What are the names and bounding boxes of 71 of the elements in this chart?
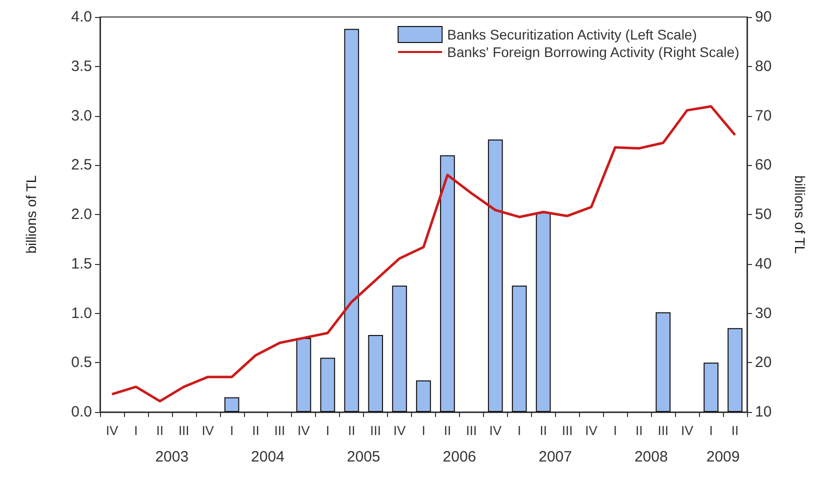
text: 2005 [346,448,380,466]
x-tick-label: IV [489,423,502,438]
y2-tick-label: 50 [755,206,772,223]
bar [488,139,503,412]
text: 2008 [634,448,668,466]
x-tick-label: II [348,423,356,438]
y-tick-label: 1.0 [71,304,92,322]
x-tick-label: III [178,423,190,438]
x-tick-label: II [636,423,643,438]
x-tick-label: III [274,423,286,438]
y2-tick-label: 20 [755,354,772,372]
y2-tick-label: 90 [755,8,772,26]
x-tick-label: I [613,423,618,438]
x-tick-label: I [422,423,426,438]
x-tick-label: I [230,423,234,438]
bar [728,328,742,412]
bar [536,212,551,412]
y-axis-title: billions of TL [23,175,39,254]
y-tick-label: 2.0 [71,206,92,223]
x-tick-label: II [444,423,452,438]
bar [296,338,312,412]
y2-tick-label: 40 [755,255,772,272]
y2-axis-title: billions of TL [792,175,808,254]
text: 2004 [251,448,284,466]
y-tick-label: 3.0 [71,107,92,124]
y-tick-label: 2.5 [71,156,92,174]
bar [416,380,431,412]
y-tick-label: 4.0 [71,8,92,26]
legend-label: Banks' Foreign Borrowing Activity (Right Scale) [447,44,740,60]
text: 2007 [538,448,572,466]
x-tick-label: II [156,423,164,438]
x-tick-label: IV [298,423,310,438]
bar [704,362,718,412]
y2-tick-label: 70 [755,107,772,124]
y-tick-label: 0.5 [71,354,92,372]
bar [320,358,336,412]
x-tick-label: I [134,423,138,438]
bar [344,28,360,412]
y2-tick-label: 60 [755,156,772,174]
x-tick-label: II [252,423,260,438]
bar [368,334,384,412]
x-tick-label: IV [680,423,694,438]
y-tick-label: 3.5 [71,58,92,75]
y2-tick-label: 80 [755,58,772,75]
text: 2009 [706,448,740,466]
bar [656,312,671,412]
x-tick-label: II [731,423,739,438]
x-tick-label: IV [202,423,214,438]
x-tick-label: III [658,423,669,438]
x-tick-label: III [466,423,477,438]
x-tick-label: I [326,423,330,438]
x-tick-label: IV [585,423,598,438]
x-tick-label: IV [393,423,406,438]
y2-tick-label: 10 [755,404,772,420]
y-tick-label: 0.0 [71,404,92,420]
x-tick-label: III [370,423,381,438]
x-tick-label: III [562,423,573,438]
x-tick-label: I [709,423,713,438]
y2-tick-label: 30 [755,304,772,322]
bar [392,286,407,412]
x-tick-label: IV [106,423,118,438]
y-tick-label: 1.5 [71,255,92,272]
text: 2003 [155,448,189,466]
bar [440,155,455,412]
bar [512,286,527,412]
text: 2006 [442,448,476,466]
legend-label: Banks Securitization Activity (Left Scale) [447,26,697,42]
x-tick-label: II [540,423,547,438]
x-tick-label: I [518,423,522,438]
bar [224,397,240,412]
line-series [110,105,736,402]
